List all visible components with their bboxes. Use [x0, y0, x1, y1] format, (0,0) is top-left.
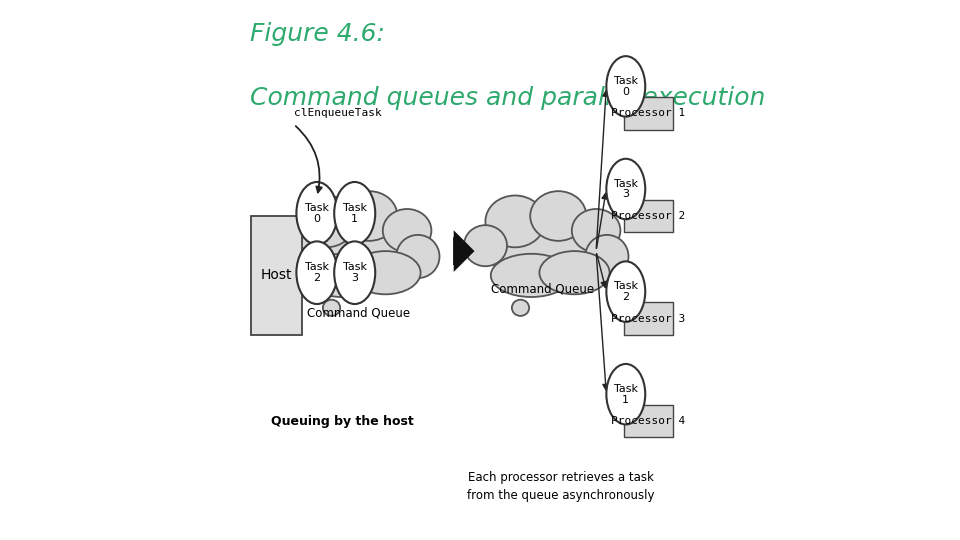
Text: Task
3: Task 3	[343, 262, 367, 283]
Ellipse shape	[297, 241, 338, 304]
Ellipse shape	[607, 364, 645, 424]
Text: Queuing by the host: Queuing by the host	[271, 415, 414, 428]
Ellipse shape	[341, 191, 397, 241]
FancyBboxPatch shape	[624, 302, 673, 335]
Ellipse shape	[301, 254, 383, 297]
Ellipse shape	[396, 235, 440, 278]
FancyBboxPatch shape	[624, 200, 673, 232]
Text: Command Queue: Command Queue	[307, 307, 410, 320]
Ellipse shape	[297, 182, 338, 245]
Ellipse shape	[383, 209, 431, 252]
Ellipse shape	[491, 254, 572, 297]
Text: Command Queue: Command Queue	[491, 282, 593, 295]
Text: Task
3: Task 3	[613, 179, 637, 199]
FancyArrowPatch shape	[453, 230, 474, 272]
Text: Task
2: Task 2	[613, 281, 637, 302]
FancyBboxPatch shape	[251, 216, 301, 335]
Ellipse shape	[334, 182, 375, 245]
Ellipse shape	[540, 251, 610, 294]
Text: Task
0: Task 0	[613, 76, 637, 97]
Ellipse shape	[323, 300, 340, 316]
Text: Processor 1: Processor 1	[612, 109, 685, 118]
Ellipse shape	[607, 159, 645, 219]
Text: Processor 3: Processor 3	[612, 314, 685, 323]
FancyBboxPatch shape	[624, 405, 673, 437]
Text: Command queues and parallel execution: Command queues and parallel execution	[251, 86, 766, 110]
Ellipse shape	[572, 209, 620, 252]
Ellipse shape	[464, 225, 507, 266]
Ellipse shape	[297, 195, 356, 247]
Text: Task
1: Task 1	[613, 384, 637, 404]
Text: Task
2: Task 2	[305, 262, 329, 283]
Ellipse shape	[607, 261, 645, 322]
Ellipse shape	[275, 225, 318, 266]
Ellipse shape	[530, 191, 587, 241]
Text: Processor 4: Processor 4	[612, 416, 685, 426]
Ellipse shape	[586, 235, 629, 278]
Text: Task
0: Task 0	[305, 203, 329, 224]
Text: clEnqueueTask: clEnqueueTask	[294, 109, 381, 118]
Text: Host: Host	[260, 268, 292, 282]
Text: Figure 4.6:: Figure 4.6:	[251, 22, 385, 45]
Ellipse shape	[334, 241, 375, 304]
Ellipse shape	[607, 56, 645, 117]
Ellipse shape	[491, 211, 593, 292]
Ellipse shape	[512, 300, 529, 316]
Ellipse shape	[301, 211, 404, 292]
Text: Processor 2: Processor 2	[612, 211, 685, 221]
Ellipse shape	[486, 195, 544, 247]
FancyBboxPatch shape	[624, 97, 673, 130]
Ellipse shape	[350, 251, 420, 294]
Text: Each processor retrieves a task
from the queue asynchronously: Each processor retrieves a task from the…	[468, 470, 655, 502]
Text: Task
1: Task 1	[343, 203, 367, 224]
